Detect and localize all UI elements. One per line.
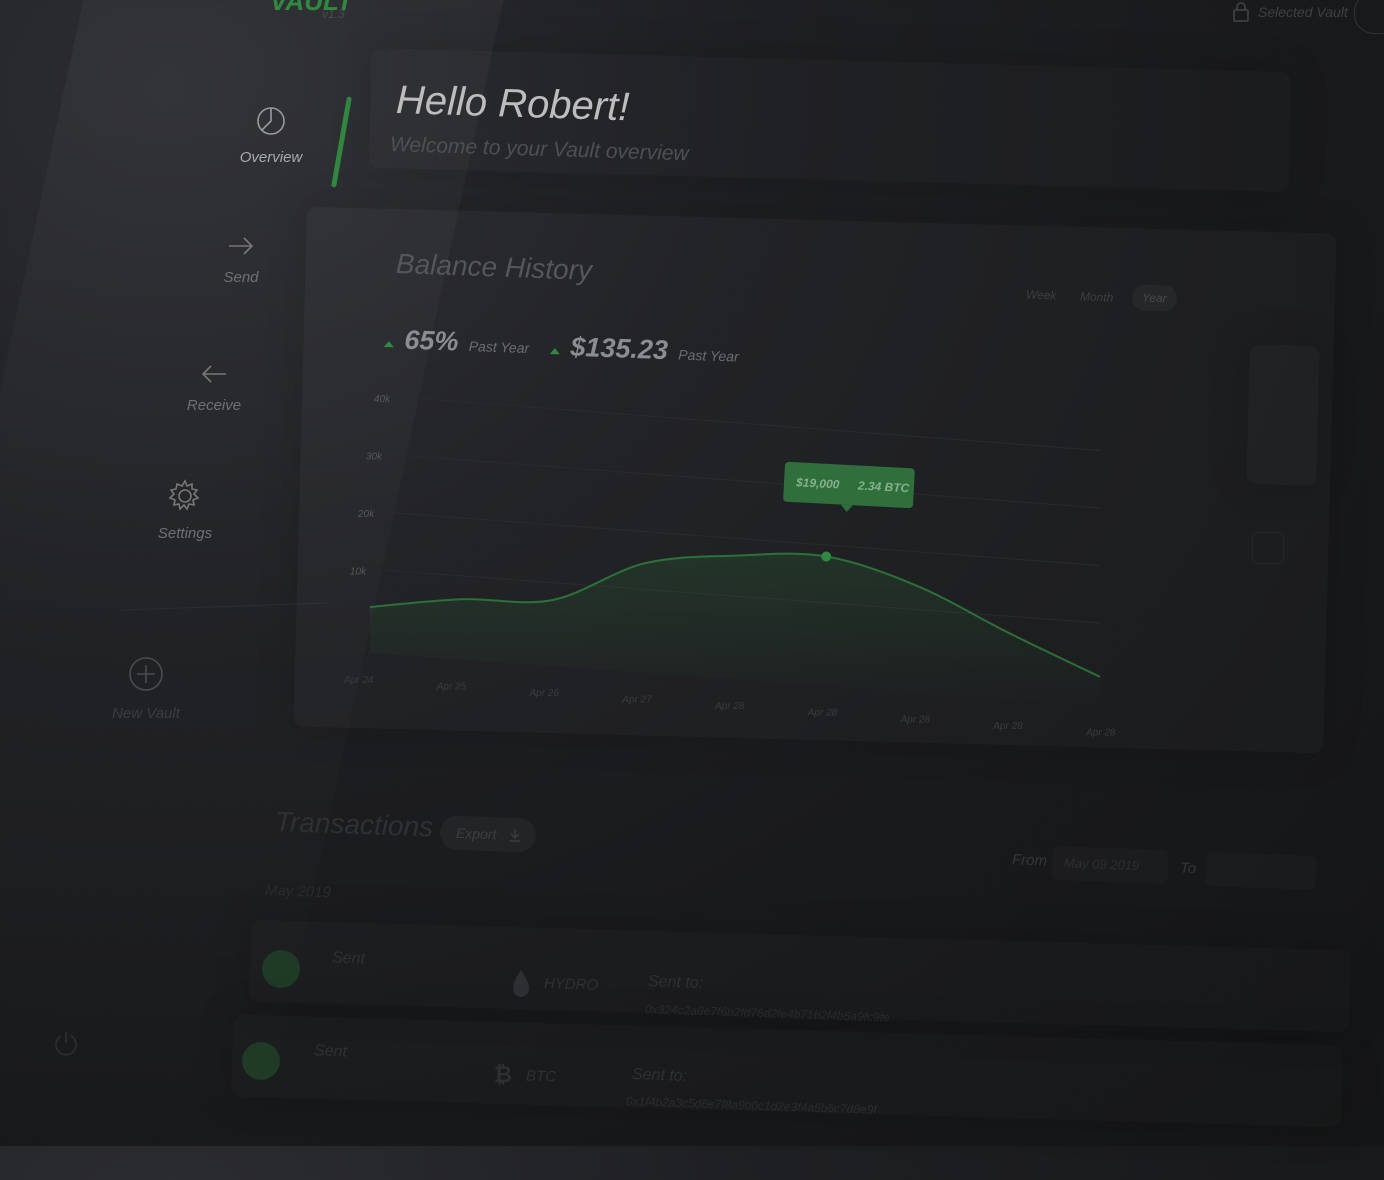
x-tick-label: Apr 28 [714, 701, 745, 712]
gear-icon [167, 479, 203, 518]
up-arrow-icon [383, 340, 394, 348]
nav-label: Send [223, 269, 259, 286]
x-tick-label: Apr 28 [807, 708, 838, 719]
sent-to-label: Sent to: [631, 1066, 688, 1085]
up-arrow-icon [549, 347, 560, 355]
avatar [242, 1042, 280, 1080]
export-label: Export [455, 824, 497, 843]
y-tick-label: 20k [357, 509, 375, 520]
x-tick-label: Apr 25 [436, 681, 467, 692]
month-label: May 2019 [264, 882, 332, 902]
export-button[interactable]: Export [439, 815, 536, 852]
side-widget-icon [1252, 532, 1284, 564]
plus-circle-icon [128, 657, 164, 698]
logo-fragment: VAULT [270, 0, 353, 16]
tooltip-btc: 2.34 BTC [857, 478, 910, 496]
sent-to-label: Sent to: [647, 973, 704, 992]
x-tick-label: Apr 26 [529, 688, 560, 699]
nav-label: Receive [186, 397, 242, 414]
from-label: From [1011, 851, 1048, 870]
arrow-right-icon [226, 237, 256, 262]
range-month-button[interactable]: Month [1079, 289, 1114, 305]
stat-amount: $135.23 Past Year [549, 331, 739, 369]
y-tick-label: 40k [374, 394, 391, 405]
avatar [262, 950, 300, 988]
balance-history-title: Balance History [395, 248, 593, 286]
x-tick-label: Apr 27 [621, 695, 652, 706]
highlight-point[interactable] [821, 551, 832, 562]
greeting-title: Hello Robert! [395, 78, 631, 130]
nav-label: Overview [239, 149, 303, 166]
version-label: v1.3 [322, 7, 345, 21]
hydro-coin-icon [510, 968, 532, 1003]
x-tick-label: Apr 24 [343, 675, 374, 686]
grid-line [401, 454, 1101, 509]
to-date-input[interactable] [1205, 852, 1316, 890]
lock-icon [1232, 2, 1250, 27]
nav-item-overview[interactable]: Overview [211, 104, 331, 166]
x-tick-label: Apr 28 [1085, 727, 1116, 738]
y-tick-label: 30k [366, 451, 383, 462]
grid-line [409, 397, 1101, 451]
tooltip-usd: $19,000 [795, 475, 840, 492]
x-tick-label: Apr 28 [992, 721, 1023, 732]
btc-coin-icon: ₿ [494, 1062, 512, 1087]
arrow-left-icon [199, 365, 229, 390]
y-tick-label: 10k [350, 566, 367, 577]
power-icon[interactable] [52, 1028, 80, 1063]
coin-name: HYDRO [543, 975, 599, 994]
x-tick-label: Apr 28 [900, 714, 931, 725]
grid-line [393, 512, 1101, 566]
nav-label: New Vault [112, 705, 180, 722]
nav-item-send[interactable]: Send [181, 234, 301, 286]
side-widget [1246, 344, 1320, 486]
nav-label: Settings [157, 525, 213, 542]
coin-name: BTC [525, 1067, 557, 1086]
series-area [370, 553, 1100, 706]
range-week-button[interactable]: Week [1025, 287, 1057, 303]
new-vault-button[interactable]: New Vault [86, 654, 206, 722]
download-icon [508, 827, 523, 846]
nav-item-receive[interactable]: Receive [154, 362, 274, 414]
balance-chart: 40k 30k 20k 10k Apr 24 Apr 25 Apr 26 Apr 27 Apr… [343, 394, 1116, 739]
to-label: To [1179, 859, 1197, 878]
range-year-button[interactable]: Year [1131, 284, 1178, 312]
selected-vault-label: Selected Vault [1258, 4, 1348, 20]
nav-item-settings[interactable]: Settings [125, 478, 245, 542]
transaction-type: Sent [313, 1042, 348, 1061]
from-date-input[interactable]: May 09 2019 [1063, 855, 1140, 874]
chart-tooltip: $19,000 2.34 BTC [783, 461, 915, 509]
stat-percent: 65% Past Year [383, 324, 529, 360]
pie-chart-icon [254, 107, 288, 142]
transactions-title: Transactions [274, 806, 434, 843]
transaction-type: Sent [331, 949, 366, 968]
series-line [369, 552, 1101, 678]
vault-selector-button[interactable] [1354, 0, 1384, 34]
